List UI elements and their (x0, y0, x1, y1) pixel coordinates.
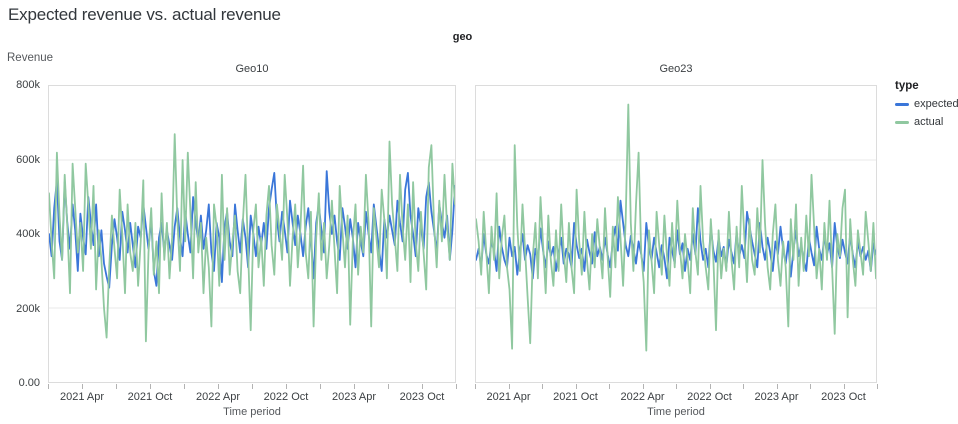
actual-line (476, 103, 876, 352)
x-tick-label: 2023 Apr (331, 391, 377, 403)
x-tick-label: 2022 Apr (620, 391, 665, 403)
x-tick-label: 2023 Oct (821, 391, 866, 403)
legend: type expected actual (895, 80, 958, 134)
x-axis-tick (116, 384, 117, 389)
x-axis-tick (508, 384, 510, 389)
x-axis-tick (252, 384, 253, 389)
x-axis-tick (575, 384, 577, 389)
legend-item-actual: actual (895, 116, 958, 128)
x-axis-title-right: Time period (647, 406, 705, 418)
y-tick-label: 800k (16, 79, 40, 91)
x-axis-tick (709, 384, 711, 389)
x-axis-title-left: Time period (223, 406, 281, 418)
expected-line-swatch-icon (895, 102, 909, 106)
x-axis-tick (150, 384, 151, 389)
chart-panel-geo23 (475, 85, 877, 383)
x-tick-label: 2023 Oct (399, 391, 445, 403)
x-tick-label: 2021 Apr (486, 391, 531, 403)
legend-title: type (895, 80, 919, 92)
facet-title-geo10: Geo10 (235, 63, 269, 75)
facet-field-header: geo (452, 31, 473, 43)
x-axis-tick (743, 384, 744, 389)
legend-label-actual: actual (914, 116, 944, 128)
x-tick-label: 2022 Apr (195, 391, 241, 403)
y-tick-label: 400k (16, 228, 40, 240)
x-axis-tick (286, 384, 287, 389)
x-axis-tick (843, 384, 845, 389)
x-axis-tick (48, 384, 49, 389)
x-tick-label: 2021 Oct (127, 391, 173, 403)
x-tick-label: 2022 Oct (263, 391, 309, 403)
y-tick-label: 0.00 (18, 377, 40, 389)
x-axis-tick (642, 384, 644, 389)
legend-label-expected: expected (914, 98, 958, 110)
x-axis-tick (542, 384, 543, 389)
x-tick-label: 2022 Oct (687, 391, 732, 403)
y-axis-title: Revenue (7, 52, 54, 64)
x-axis-tick (456, 384, 457, 389)
x-axis-tick (184, 384, 185, 389)
x-axis-tick (475, 384, 476, 389)
y-tick-label: 200k (16, 302, 40, 315)
line-chart-geo23 (476, 103, 876, 352)
y-tick-label: 600k (16, 153, 40, 166)
x-axis-tick (877, 384, 878, 389)
x-tick-label: 2021 Oct (553, 391, 598, 403)
actual-line-swatch-icon (895, 120, 909, 124)
x-axis-tick (388, 384, 389, 389)
legend-item-expected: expected (895, 98, 958, 110)
x-axis-tick (354, 384, 355, 389)
page-title: Expected revenue vs. actual revenue (8, 5, 281, 24)
actual-line (49, 133, 455, 343)
chart-panel-geo10 (48, 85, 456, 383)
line-chart-geo10 (49, 133, 455, 343)
x-axis-tick (609, 384, 610, 389)
x-axis-tick (82, 384, 83, 389)
x-axis-tick (776, 384, 778, 389)
x-tick-label: 2021 Apr (59, 391, 105, 403)
facet-title-geo23: Geo23 (659, 63, 693, 75)
x-axis-tick (810, 384, 811, 389)
x-axis-tick (676, 384, 677, 389)
x-axis-tick (422, 384, 423, 389)
x-axis-tick (320, 384, 321, 389)
x-axis-tick (218, 384, 219, 389)
x-tick-label: 2023 Apr (754, 391, 799, 403)
